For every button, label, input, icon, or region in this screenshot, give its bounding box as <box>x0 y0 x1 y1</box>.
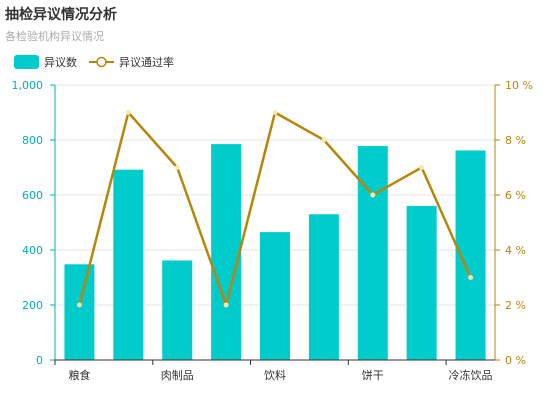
legend-label-line: 异议通过率 <box>119 56 174 69</box>
line-series <box>76 110 474 308</box>
legend-item-line[interactable]: 异议通过率 <box>89 54 174 70</box>
line-point <box>272 110 278 115</box>
y-left-tick-label: 800 <box>22 134 43 147</box>
bar <box>113 169 144 360</box>
y-left-tick-label: 600 <box>22 189 43 202</box>
legend-swatch-line <box>89 56 114 68</box>
line-point <box>419 165 425 170</box>
x-tick-label: 粮食 <box>68 368 90 382</box>
line-point <box>321 137 327 143</box>
y-right-tick-label: 10 % <box>505 79 533 92</box>
y-left-tick-label: 1,000 <box>12 79 44 92</box>
legend-swatch-bar <box>14 55 39 69</box>
axis-labels: 0 0 % 200 2 % 400 4 % 600 6 % 800 8 % 1,000 10 % 粮食 肉… <box>12 79 533 382</box>
bar <box>406 206 437 360</box>
legend-label-bar: 异议数 <box>44 56 77 69</box>
y-right-tick-label: 0 % <box>505 354 526 367</box>
bar <box>357 146 388 360</box>
y-left-tick-label: 200 <box>22 299 43 312</box>
x-tick-label: 肉制品 <box>161 369 194 382</box>
line-point <box>174 165 180 170</box>
bar <box>260 232 290 360</box>
y-right-tick-label: 2 % <box>505 299 526 312</box>
y-right-tick-label: 8 % <box>505 134 526 147</box>
x-tick-label: 饮料 <box>264 368 286 382</box>
line-point <box>223 302 229 308</box>
line-point <box>76 302 82 308</box>
legend: 异议数 异议通过率 <box>14 54 186 70</box>
bar <box>64 264 95 360</box>
bar-series <box>64 144 486 360</box>
x-tick-label: 饼干 <box>362 368 384 382</box>
line-point <box>125 110 131 115</box>
y-right-tick-label: 4 % <box>505 244 526 257</box>
bar <box>308 214 339 360</box>
bar <box>211 144 242 360</box>
y-left-tick-label: 0 <box>36 354 43 367</box>
x-tick-label: 冷冻饮品 <box>449 368 493 382</box>
line-point <box>370 192 376 198</box>
chart-subtitle: 各检验机构异议情况 <box>5 30 104 43</box>
axes <box>50 84 500 365</box>
y-right-tick-label: 6 % <box>505 189 526 202</box>
legend-item-bar[interactable]: 异议数 <box>14 54 77 70</box>
bar <box>162 260 193 360</box>
chart-title: 抽检异议情况分析 <box>5 7 117 23</box>
line-point <box>468 275 474 280</box>
y-left-tick-label: 400 <box>22 244 43 257</box>
